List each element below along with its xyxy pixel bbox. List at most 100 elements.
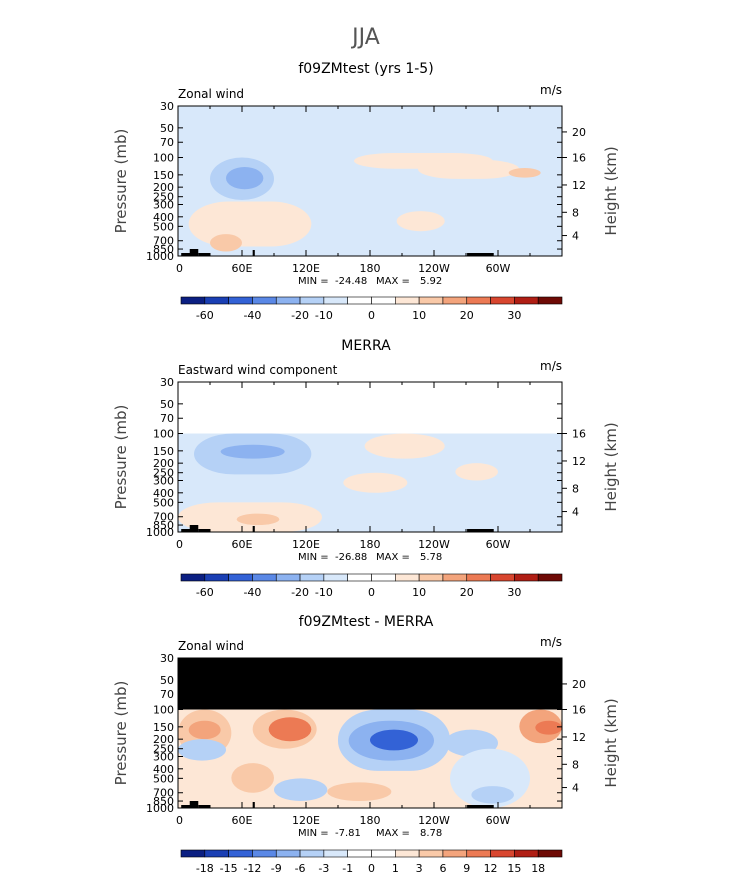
colorbar-label: 6 [439, 862, 446, 872]
colorbar-box [204, 573, 229, 582]
x-tick-label: 0 [176, 538, 183, 551]
max-label: MAX = [376, 276, 410, 287]
colorbar-box [347, 573, 372, 582]
y2-tick-label: 16 [572, 152, 586, 165]
min-label: MIN = [298, 552, 329, 563]
colorbar-box [490, 296, 515, 305]
colorbar-box [466, 296, 491, 305]
contour-region [370, 729, 418, 751]
y-tick-label: 850 [153, 243, 174, 256]
y-axis-label: Pressure (mb) [112, 681, 130, 786]
y2-axis-label: Height (km) [602, 422, 620, 511]
colorbar-box [442, 849, 468, 858]
colorbar-label: 15 [507, 862, 521, 872]
contour-region [418, 159, 520, 179]
chart-panel: f09ZMtest (yrs 1-5) Zonal wind m/s 0 60E 120E… [112, 61, 620, 322]
x-tick-label: 60W [486, 262, 511, 275]
colorbar-label: -20 [291, 309, 309, 322]
colorbar-box [514, 849, 539, 858]
y2-tick-label: 16 [572, 704, 586, 717]
colorbar-label: 30 [507, 586, 521, 599]
min-value: -24.48 [335, 276, 367, 287]
colorbar-label: -60 [196, 586, 214, 599]
y2-tick-label: 8 [572, 206, 579, 219]
x-tick-label: 60E [232, 262, 253, 275]
min-value: -26.88 [335, 552, 367, 563]
topography [467, 529, 494, 532]
colorbar-label: 10 [412, 586, 426, 599]
colorbar-label: -10 [315, 309, 333, 322]
colorbar-box [252, 849, 277, 858]
chart-title: f09ZMtest (yrs 1-5) [298, 61, 433, 77]
colorbar-box [395, 296, 420, 305]
chart-title: MERRA [341, 338, 391, 354]
contour-region [343, 472, 408, 493]
units-label: m/s [540, 83, 562, 97]
y-tick-label: 400 [153, 211, 174, 224]
y-tick-label: 850 [153, 795, 174, 808]
colorbar-label: -60 [196, 309, 214, 322]
y2-tick-label: 8 [572, 482, 579, 495]
contour-region [220, 444, 285, 459]
y2-tick-label: 4 [572, 782, 579, 795]
colorbar-box [537, 849, 563, 858]
colorbar-box [442, 296, 468, 305]
y-tick-label: 1000 [146, 802, 174, 815]
colorbar-label: 10 [412, 309, 426, 322]
y2-tick-label: 16 [572, 428, 586, 441]
colorbar-box [347, 296, 372, 305]
contour-region [364, 433, 445, 459]
y-tick-label: 50 [160, 674, 174, 687]
colorbar-box [490, 573, 515, 582]
contour-region [236, 513, 280, 526]
x-tick-label: 120W [418, 538, 450, 551]
colorbar-box [371, 573, 396, 582]
y-tick-label: 30 [160, 100, 174, 113]
colorbar-label: 18 [531, 862, 545, 872]
colorbar-box [537, 573, 563, 582]
y-tick-label: 150 [153, 169, 174, 182]
contour-region [178, 739, 226, 761]
y-tick-label: 1000 [146, 250, 174, 263]
topography [198, 253, 210, 256]
y-tick-label: 200 [153, 457, 174, 470]
contour-region [274, 778, 328, 802]
colorbar-label: 20 [460, 586, 474, 599]
variable-label: Zonal wind [178, 87, 244, 101]
y-tick-label: 1000 [146, 526, 174, 539]
topography [189, 249, 199, 256]
colorbar-label: 12 [484, 862, 498, 872]
colorbar-box [514, 296, 539, 305]
contour-region [268, 717, 312, 742]
y2-axis-label: Height (km) [602, 698, 620, 787]
contour-region [231, 763, 274, 793]
colorbar-box [418, 573, 444, 582]
colorbar-label: 20 [460, 309, 474, 322]
contour-region [188, 201, 312, 247]
colorbar-label: 0 [368, 862, 375, 872]
y2-tick-label: 12 [572, 455, 586, 468]
colorbar-box [395, 573, 420, 582]
y-tick-label: 250 [153, 191, 174, 204]
y-tick-label: 30 [160, 376, 174, 389]
topography [189, 801, 199, 808]
colorbar-box [299, 296, 325, 305]
y2-tick-label: 12 [572, 731, 586, 744]
colorbar-box [299, 849, 325, 858]
y-tick-label: 300 [153, 474, 174, 487]
min-label: MIN = [298, 828, 329, 839]
contour-region [396, 211, 445, 232]
max-label: MAX = [376, 828, 410, 839]
colorbar-box [180, 296, 206, 305]
colorbar-box [466, 573, 491, 582]
colorbar-box [323, 573, 348, 582]
y2-tick-label: 20 [572, 678, 586, 691]
y-tick-label: 70 [160, 688, 174, 701]
colorbar-box [371, 296, 396, 305]
y2-tick-label: 8 [572, 758, 579, 771]
topography [467, 253, 494, 256]
x-tick-label: 180 [360, 814, 381, 827]
y-tick-label: 50 [160, 122, 174, 135]
y-tick-label: 250 [153, 743, 174, 756]
